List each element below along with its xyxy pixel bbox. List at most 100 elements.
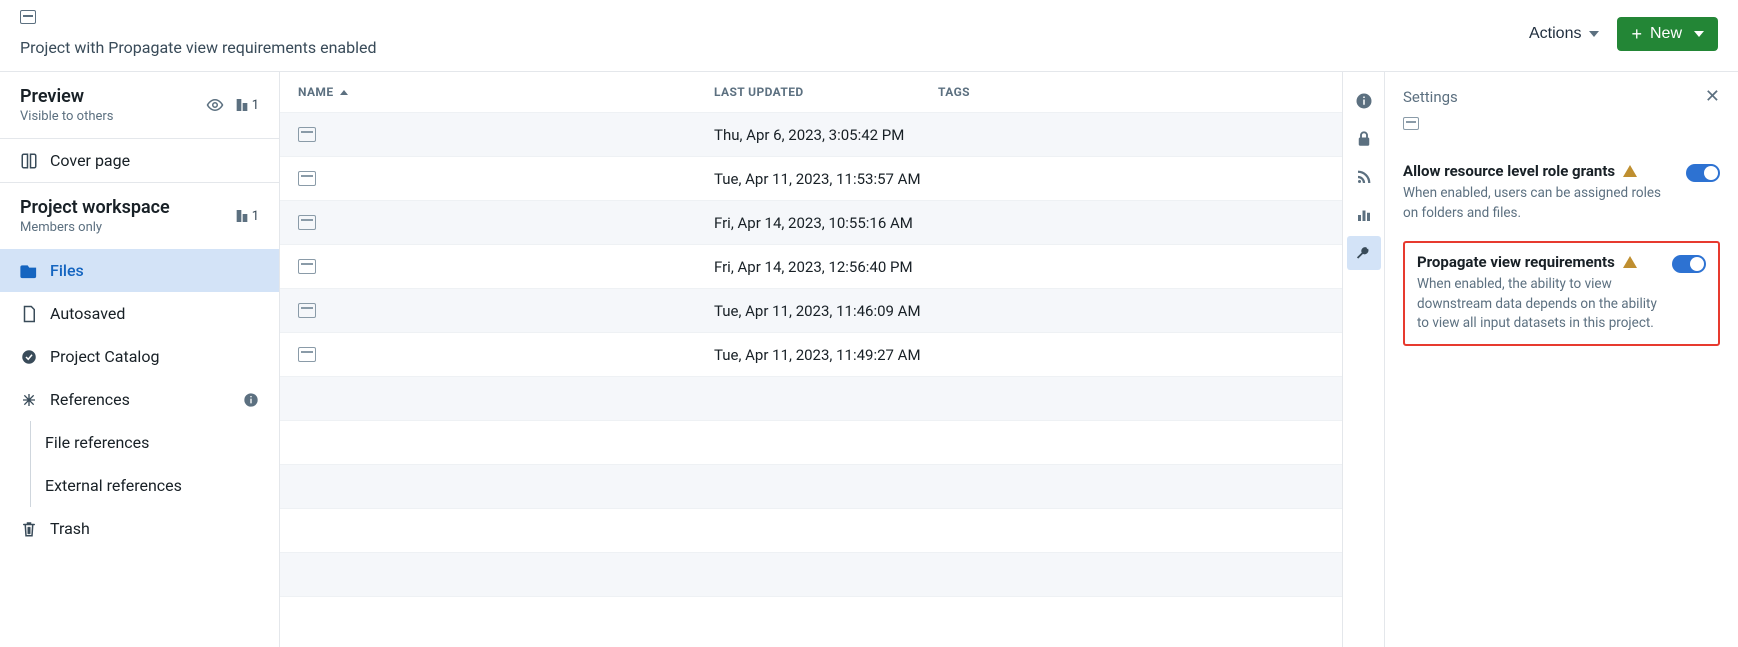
preview-subtitle: Visible to others <box>20 109 114 124</box>
preview-title: Preview <box>20 86 114 107</box>
table-row[interactable]: Thu, Apr 6, 2023, 3:05:42 PM <box>280 112 1342 156</box>
sidebar-item-trash[interactable]: Trash <box>0 507 279 550</box>
file-icon <box>298 303 316 318</box>
settings-heading: Settings <box>1403 88 1458 106</box>
preview-org-count: 1 <box>252 98 259 113</box>
plus-icon: + <box>1631 25 1642 43</box>
allow-grants-title: Allow resource level role grants <box>1403 162 1615 180</box>
actions-button[interactable]: Actions <box>1525 17 1603 51</box>
project-icon <box>20 10 36 24</box>
cover-page-label: Cover page <box>50 151 130 170</box>
setting-propagate: Propagate view requirements When enabled… <box>1417 253 1706 334</box>
file-area: Name Last Updated Tags Thu, Apr 6, 2023,… <box>280 72 1342 647</box>
badge-icon <box>20 348 38 366</box>
workspace-org-count: 1 <box>252 209 259 224</box>
sidebar-item-file-references[interactable]: File references <box>31 421 279 464</box>
book-icon <box>20 152 38 170</box>
row-updated: Tue, Apr 11, 2023, 11:49:27 AM <box>714 346 938 364</box>
propagate-desc: When enabled, the ability to view downst… <box>1417 275 1658 334</box>
document-icon <box>20 305 38 323</box>
topbar-left: Project with Propagate view requirements… <box>20 10 1525 57</box>
eye-icon[interactable] <box>206 96 224 114</box>
topbar-right: Actions + New <box>1525 17 1718 51</box>
file-icon <box>298 259 316 274</box>
row-updated: Thu, Apr 6, 2023, 3:05:42 PM <box>714 126 938 144</box>
table-header: Name Last Updated Tags <box>280 72 1342 112</box>
col-name-label: Name <box>298 85 334 99</box>
trash-label: Trash <box>50 519 90 538</box>
table-row[interactable]: Tue, Apr 11, 2023, 11:53:57 AM <box>280 156 1342 200</box>
rail-info-button[interactable] <box>1347 84 1381 118</box>
table-row[interactable]: Fri, Apr 14, 2023, 12:56:40 PM <box>280 244 1342 288</box>
sidebar-workspace-section: Project workspace Members only 1 <box>0 183 279 249</box>
file-icon <box>298 215 316 230</box>
chevron-down-icon <box>1589 31 1599 37</box>
references-label: References <box>50 390 130 409</box>
rail-feed-button[interactable] <box>1347 160 1381 194</box>
table-row <box>280 464 1342 508</box>
table-row[interactable]: Tue, Apr 11, 2023, 11:46:09 AM <box>280 288 1342 332</box>
sort-asc-icon <box>340 90 348 95</box>
allow-grants-toggle[interactable] <box>1686 164 1720 182</box>
org-icon[interactable]: 1 <box>234 97 259 113</box>
project-catalog-label: Project Catalog <box>50 347 159 366</box>
sidebar-item-project-catalog[interactable]: Project Catalog <box>0 335 279 378</box>
file-icon <box>298 171 316 186</box>
sidebar-item-external-references[interactable]: External references <box>31 464 279 507</box>
info-icon[interactable] <box>243 392 259 408</box>
new-label: New <box>1650 25 1682 43</box>
rail-stats-button[interactable] <box>1347 198 1381 232</box>
new-button[interactable]: + New <box>1617 17 1718 51</box>
settings-panel: Settings ✕ Allow resource level role gra… <box>1384 72 1738 647</box>
settings-header: Settings ✕ <box>1403 86 1720 107</box>
rail-lock-button[interactable] <box>1347 122 1381 156</box>
sidebar-item-autosaved[interactable]: Autosaved <box>0 292 279 335</box>
table-row[interactable]: Tue, Apr 11, 2023, 11:49:27 AM <box>280 332 1342 376</box>
setting-allow-grants: Allow resource level role grants When en… <box>1403 152 1720 241</box>
files-label: Files <box>50 261 84 280</box>
workspace-title: Project workspace <box>20 197 170 218</box>
warning-icon <box>1623 256 1637 268</box>
column-header-tags[interactable]: Tags <box>938 85 1324 99</box>
column-header-updated[interactable]: Last Updated <box>714 85 938 99</box>
table-row <box>280 552 1342 596</box>
row-updated: Fri, Apr 14, 2023, 10:55:16 AM <box>714 214 938 232</box>
table-rows: Thu, Apr 6, 2023, 3:05:42 PM Tue, Apr 11… <box>280 112 1342 647</box>
file-icon <box>298 347 316 362</box>
sidebar-preview-section: Preview Visible to others 1 <box>0 72 279 139</box>
table-row <box>280 420 1342 464</box>
actions-label: Actions <box>1529 25 1581 43</box>
file-icon <box>298 127 316 142</box>
table-row[interactable]: Fri, Apr 14, 2023, 10:55:16 AM <box>280 200 1342 244</box>
row-updated: Tue, Apr 11, 2023, 11:53:57 AM <box>714 170 938 188</box>
references-subtree: File references External references <box>30 421 279 507</box>
propagate-toggle[interactable] <box>1672 255 1706 273</box>
main: Preview Visible to others 1 Cover <box>0 72 1738 647</box>
folder-icon <box>20 263 38 279</box>
autosaved-label: Autosaved <box>50 304 125 323</box>
sidebar-item-references[interactable]: References <box>0 378 279 421</box>
column-header-name[interactable]: Name <box>298 85 714 99</box>
chevron-down-icon <box>1694 31 1704 37</box>
table-row <box>280 508 1342 552</box>
right-rail <box>1342 72 1384 647</box>
sidebar: Preview Visible to others 1 Cover <box>0 72 280 647</box>
trash-icon <box>20 520 38 538</box>
close-icon[interactable]: ✕ <box>1705 86 1720 107</box>
asterisk-icon <box>20 392 38 408</box>
warning-icon <box>1623 165 1637 177</box>
row-updated: Fri, Apr 14, 2023, 12:56:40 PM <box>714 258 938 276</box>
allow-grants-desc: When enabled, users can be assigned role… <box>1403 184 1672 223</box>
org-icon[interactable]: 1 <box>234 208 259 224</box>
table-row <box>280 376 1342 420</box>
table-row <box>280 596 1342 640</box>
rail-settings-button[interactable] <box>1347 236 1381 270</box>
topbar: Project with Propagate view requirements… <box>0 0 1738 72</box>
propagate-title: Propagate view requirements <box>1417 253 1615 271</box>
project-title: Project with Propagate view requirements… <box>20 38 1525 57</box>
propagate-highlight: Propagate view requirements When enabled… <box>1403 241 1720 346</box>
sidebar-item-files[interactable]: Files <box>0 249 279 292</box>
sidebar-item-cover-page[interactable]: Cover page <box>0 139 279 183</box>
workspace-subtitle: Members only <box>20 220 170 235</box>
row-updated: Tue, Apr 11, 2023, 11:46:09 AM <box>714 302 938 320</box>
